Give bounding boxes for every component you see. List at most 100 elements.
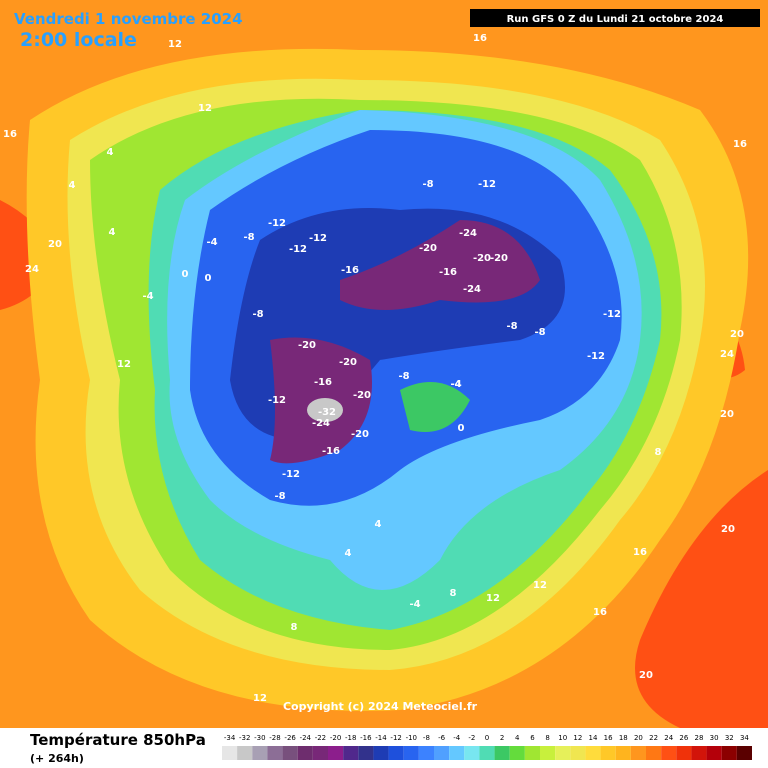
contour-label: 16 — [473, 33, 487, 44]
contour-label: -24 — [463, 284, 481, 295]
contour-label: 20 — [721, 524, 735, 535]
contour-label: 0 — [182, 269, 189, 280]
scale-swatch — [373, 746, 389, 760]
contour-label: -12 — [478, 179, 496, 190]
scale-label: 20 — [634, 734, 643, 742]
contour-label: 16 — [733, 139, 747, 150]
scale-swatch — [736, 746, 752, 760]
scale-swatch — [721, 746, 737, 760]
contour-label: -24 — [459, 228, 477, 239]
contour-label: 4 — [69, 180, 76, 191]
contour-label: -8 — [252, 309, 263, 320]
contour-label: 8 — [291, 622, 298, 633]
scale-label: 4 — [515, 734, 520, 742]
zone-minus-22 — [340, 220, 540, 310]
contour-label: -16 — [341, 265, 359, 276]
contour-label: -20 — [419, 243, 437, 254]
contour-label: 20 — [730, 329, 744, 340]
scale-label: 16 — [604, 734, 613, 742]
scale-label: 18 — [619, 734, 628, 742]
contour-label: -12 — [587, 351, 605, 362]
contour-label: -8 — [534, 327, 545, 338]
footer-lead: (+ 264h) — [30, 752, 84, 765]
scale-swatch — [267, 746, 283, 760]
contour-label: -20 — [473, 253, 491, 264]
contour-label: -20 — [353, 390, 371, 401]
scale-swatch — [630, 746, 646, 760]
scale-swatch — [479, 746, 495, 760]
contour-label: 20 — [48, 239, 62, 250]
scale-swatch — [237, 746, 253, 760]
footer-title: Température 850hPa — [30, 731, 206, 749]
scale-label: -20 — [330, 734, 341, 742]
contour-label: -8 — [422, 179, 433, 190]
contour-label: -12 — [289, 244, 307, 255]
scale-swatch — [540, 746, 556, 760]
scale-label: 10 — [558, 734, 567, 742]
scale-label: 8 — [545, 734, 549, 742]
scale-swatch — [358, 746, 374, 760]
contour-label: 24 — [720, 349, 734, 360]
scale-label: -18 — [345, 734, 356, 742]
contour-label: 12 — [117, 359, 131, 370]
scale-label: -14 — [375, 734, 387, 742]
contour-label: 20 — [639, 670, 653, 681]
scale-swatch — [555, 746, 571, 760]
scale-swatch — [706, 746, 722, 760]
scale-label: 24 — [664, 734, 673, 742]
contour-label: -16 — [439, 267, 457, 278]
scale-swatch — [252, 746, 268, 760]
contour-label: -8 — [274, 491, 285, 502]
scale-label: 30 — [710, 734, 719, 742]
scale-swatch — [661, 746, 677, 760]
contour-label: 4 — [109, 227, 116, 238]
scale-swatch — [312, 746, 328, 760]
contour-label: -16 — [314, 377, 332, 388]
scale-swatch — [434, 746, 450, 760]
contour-label: 8 — [655, 447, 662, 458]
contour-label: -12 — [603, 309, 621, 320]
run-box — [470, 9, 760, 27]
warm-area — [635, 470, 768, 728]
contour-label: -4 — [450, 379, 461, 390]
contour-label: 4 — [375, 519, 382, 530]
contour-label: 4 — [107, 147, 114, 158]
scale-label: -12 — [390, 734, 401, 742]
copyright: Copyright (c) 2024 Meteociel.fr — [283, 700, 478, 713]
contour-label: 4 — [345, 548, 352, 559]
scale-swatch — [524, 746, 540, 760]
scale-label: -6 — [438, 734, 446, 742]
scale-swatch — [615, 746, 631, 760]
scale-label: -2 — [468, 734, 475, 742]
contour-label: 16 — [633, 547, 647, 558]
scale-label: 14 — [589, 734, 598, 742]
contour-label: -4 — [206, 237, 217, 248]
contour-label: -8 — [506, 321, 517, 332]
scale-label: 22 — [649, 734, 658, 742]
contour-label: 12 — [198, 103, 212, 114]
scale-swatch — [494, 746, 510, 760]
date: Vendredi 1 novembre 2024 — [14, 10, 243, 28]
contour-label: 12 — [253, 693, 267, 704]
contour-label: -20 — [351, 429, 369, 440]
contour-label: -8 — [398, 371, 409, 382]
scale-label: 12 — [573, 734, 582, 742]
scale-swatch — [676, 746, 692, 760]
contour-label: -12 — [268, 218, 286, 229]
contour-label: 0 — [458, 423, 465, 434]
scale-label: -34 — [224, 734, 236, 742]
scale-label: -32 — [239, 734, 250, 742]
scale-swatch — [570, 746, 586, 760]
scale-swatch — [449, 746, 465, 760]
scale-label: 34 — [740, 734, 749, 742]
scale-label: 2 — [500, 734, 504, 742]
contour-label: -24 — [312, 418, 330, 429]
contour-label: -20 — [339, 357, 357, 368]
scale-swatch — [222, 746, 238, 760]
scale-swatch — [388, 746, 404, 760]
scale-swatch — [464, 746, 480, 760]
contour-label: 20 — [720, 409, 734, 420]
scale-label: -10 — [406, 734, 417, 742]
